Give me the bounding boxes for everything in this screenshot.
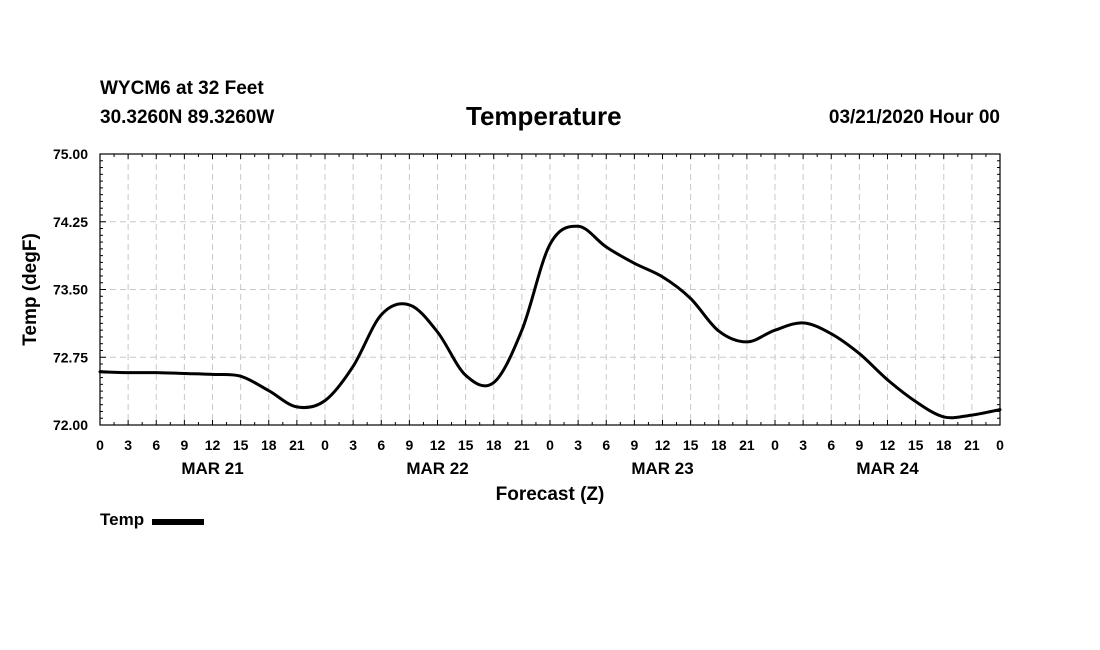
x-day-label: MAR 21 [181, 459, 243, 478]
x-tick-label: 18 [486, 437, 502, 453]
station-coordinates: 30.3260N 89.3260W [100, 107, 275, 128]
x-tick-label: 3 [799, 437, 807, 453]
x-tick-label: 18 [711, 437, 727, 453]
grid [100, 154, 1000, 425]
x-tick-label: 9 [180, 437, 188, 453]
station-title: WYCM6 at 32 Feet [100, 78, 264, 99]
x-tick-label: 21 [289, 437, 305, 453]
y-tick-label: 72.00 [53, 417, 88, 433]
y-tick-label: 72.75 [53, 349, 88, 365]
x-tick-label: 21 [514, 437, 530, 453]
legend-label: Temp [100, 510, 145, 529]
x-tick-label: 6 [827, 437, 835, 453]
x-tick-label: 0 [771, 437, 779, 453]
legend-swatch [152, 518, 205, 525]
x-tick-label: 12 [880, 437, 896, 453]
x-tick-label: 6 [152, 437, 160, 453]
x-tick-label: 0 [321, 437, 329, 453]
x-tick-label: 9 [630, 437, 638, 453]
chart-title: Temperature [466, 101, 622, 131]
x-tick-label: 12 [655, 437, 671, 453]
x-axis-title: Forecast (Z) [496, 484, 605, 505]
x-tick-label: 3 [124, 437, 132, 453]
x-tick-label: 12 [430, 437, 446, 453]
x-tick-label: 6 [377, 437, 385, 453]
x-tick-label: 15 [233, 437, 249, 453]
y-tick-label: 73.50 [53, 282, 88, 298]
y-axis-title: Temp (degF) [20, 233, 41, 346]
x-tick-label: 3 [349, 437, 357, 453]
x-day-label: MAR 23 [631, 459, 693, 478]
temp-series-line [98, 224, 1002, 420]
x-tick-label: 6 [602, 437, 610, 453]
axis-labels: 0 3 6 9 12 15 18 21 0 3 6 9 12 15 18 21 0 3 6 9 12 15 18 21 0 3 6 9… [53, 146, 1004, 478]
x-day-label: MAR 24 [856, 459, 919, 478]
legend: Temp [100, 510, 205, 530]
x-tick-label: 21 [964, 437, 980, 453]
x-tick-label: 15 [458, 437, 474, 453]
x-tick-label: 0 [546, 437, 554, 453]
x-tick-label: 21 [739, 437, 755, 453]
x-tick-label: 3 [574, 437, 582, 453]
x-tick-label: 0 [996, 437, 1004, 453]
y-tick-label: 75.00 [53, 146, 88, 162]
x-tick-label: 12 [205, 437, 221, 453]
x-tick-label: 9 [405, 437, 413, 453]
x-tick-label: 9 [855, 437, 863, 453]
issue-time: 03/21/2020 Hour 00 [828, 107, 1000, 128]
x-tick-label: 18 [936, 437, 952, 453]
x-tick-label: 15 [908, 437, 924, 453]
x-tick-label: 15 [683, 437, 699, 453]
y-tick-label: 74.25 [53, 214, 88, 230]
x-day-label: MAR 22 [406, 459, 468, 478]
x-tick-label: 0 [96, 437, 104, 453]
x-tick-label: 18 [261, 437, 277, 453]
